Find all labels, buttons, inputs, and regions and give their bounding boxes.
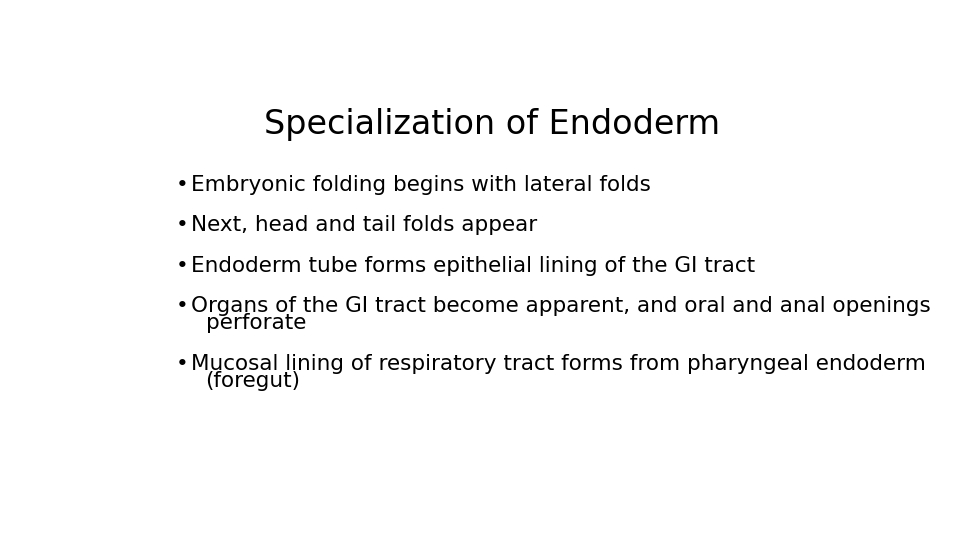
Text: Next, head and tail folds appear: Next, head and tail folds appear xyxy=(191,215,537,235)
Text: Specialization of Endoderm: Specialization of Endoderm xyxy=(264,109,720,141)
Text: Embryonic folding begins with lateral folds: Embryonic folding begins with lateral fo… xyxy=(191,175,651,195)
Text: Organs of the GI tract become apparent, and oral and anal openings: Organs of the GI tract become apparent, … xyxy=(191,296,930,316)
Text: •: • xyxy=(176,354,188,374)
Text: Endoderm tube forms epithelial lining of the GI tract: Endoderm tube forms epithelial lining of… xyxy=(191,255,755,275)
Text: perforate: perforate xyxy=(205,313,306,333)
Text: •: • xyxy=(176,175,188,195)
Text: •: • xyxy=(176,215,188,235)
Text: Mucosal lining of respiratory tract forms from pharyngeal endoderm: Mucosal lining of respiratory tract form… xyxy=(191,354,925,374)
Text: •: • xyxy=(176,296,188,316)
Text: (foregut): (foregut) xyxy=(205,371,300,392)
Text: •: • xyxy=(176,255,188,275)
